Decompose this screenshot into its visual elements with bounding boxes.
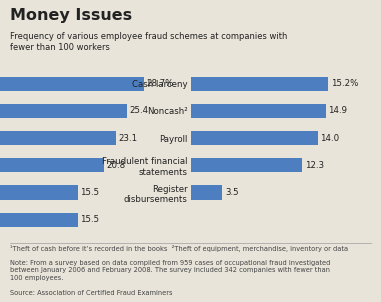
Bar <box>0 131 116 145</box>
Text: 14.0: 14.0 <box>320 134 339 143</box>
Bar <box>0 104 127 118</box>
Text: 15.2%: 15.2% <box>331 79 359 88</box>
Text: Money Issues: Money Issues <box>10 8 132 23</box>
Text: Frequency of various employee fraud schemes at companies with
fewer than 100 wor: Frequency of various employee fraud sche… <box>10 32 287 52</box>
Bar <box>190 185 222 200</box>
Bar <box>0 77 144 91</box>
Text: 20.8: 20.8 <box>107 161 126 170</box>
Text: 28.7%: 28.7% <box>146 79 174 88</box>
Text: 15.5: 15.5 <box>80 188 99 197</box>
Text: 3.5: 3.5 <box>225 188 239 197</box>
Text: Source: Association of Certified Fraud Examiners: Source: Association of Certified Fraud E… <box>10 290 172 296</box>
Bar <box>0 213 78 227</box>
Bar <box>190 104 326 118</box>
Text: 15.5: 15.5 <box>80 215 99 224</box>
Bar <box>0 185 78 200</box>
Text: 23.1: 23.1 <box>118 134 138 143</box>
Text: ¹Theft of cash before it’s recorded in the books  ²Theft of equipment, merchandi: ¹Theft of cash before it’s recorded in t… <box>10 245 347 252</box>
Text: Note: From a survey based on data compiled from 959 cases of occupational fraud : Note: From a survey based on data compil… <box>10 260 330 281</box>
Bar <box>190 77 328 91</box>
Text: 12.3: 12.3 <box>305 161 324 170</box>
Text: 14.9: 14.9 <box>328 107 347 115</box>
Text: 25.4: 25.4 <box>130 107 149 115</box>
Bar <box>190 158 302 172</box>
Bar <box>0 158 104 172</box>
Bar <box>190 131 317 145</box>
